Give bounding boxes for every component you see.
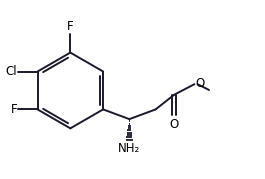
Text: O: O [169, 118, 179, 130]
Text: Cl: Cl [6, 65, 17, 78]
Text: F: F [67, 20, 74, 33]
Text: O: O [195, 77, 204, 90]
Text: NH₂: NH₂ [118, 142, 140, 155]
Text: F: F [11, 103, 17, 116]
